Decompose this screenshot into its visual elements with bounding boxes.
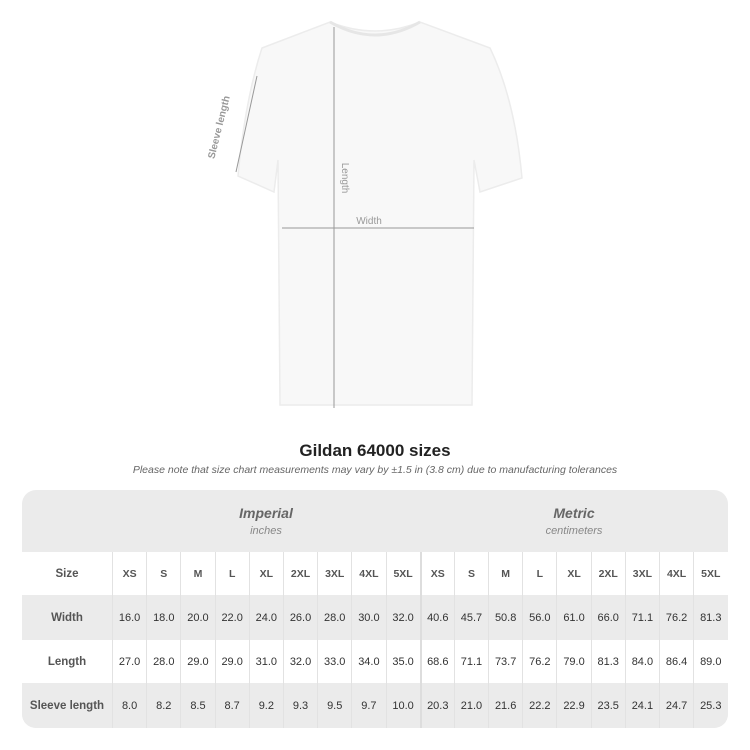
imperial-value-cell: 9.5	[317, 683, 351, 728]
size-header-cell: 2XL	[590, 552, 625, 595]
imperial-value-cell: 22.0	[214, 595, 249, 640]
imperial-value-cell: 8.2	[146, 683, 180, 728]
imperial-value-cell: 9.7	[351, 683, 385, 728]
table-row: Length 27.0 28.0 29.0 29.0 31.0 32.0 33.0 34.0 35…	[22, 640, 728, 683]
tshirt-diagram: Sleeve length Length Width	[206, 20, 523, 408]
metric-value-cell: 21.6	[488, 683, 522, 728]
imperial-title: Imperial	[239, 505, 293, 521]
imperial-value-cell: 10.0	[385, 683, 420, 728]
size-header-cell: S	[453, 552, 488, 595]
metric-value-cell: 84.0	[624, 640, 659, 683]
size-header-cell: 2XL	[282, 552, 317, 595]
imperial-value-cell: 32.0	[282, 640, 317, 683]
row-label: Sleeve length	[29, 699, 105, 712]
metric-value-cell: 76.2	[659, 595, 693, 640]
size-header-cell: S	[146, 552, 180, 595]
metric-value-cell: 24.7	[659, 683, 693, 728]
size-header-cell: XS	[419, 552, 454, 595]
metric-value-cell: 56.0	[522, 595, 556, 640]
size-header-cell: 3XL	[317, 552, 351, 595]
row-label: Width	[51, 611, 83, 624]
metric-value-cell: 81.3	[693, 595, 727, 640]
imperial-value-cell: 20.0	[180, 595, 214, 640]
metric-value-cell: 23.5	[590, 683, 625, 728]
metric-title: Metric	[553, 505, 595, 521]
metric-value-cell: 81.3	[590, 640, 625, 683]
imperial-value-cell: 29.0	[214, 640, 249, 683]
length-label: Length	[339, 163, 350, 194]
tolerance-note: Please note that size chart measurements…	[132, 464, 618, 476]
metric-value-cell: 66.0	[590, 595, 625, 640]
imperial-value-cell: 35.0	[385, 640, 420, 683]
metric-value-cell: 45.7	[453, 595, 488, 640]
imperial-value-cell: 26.0	[282, 595, 317, 640]
size-header-cell: XL	[556, 552, 590, 595]
metric-unit: centimeters	[545, 525, 603, 537]
imperial-value-cell: 30.0	[351, 595, 385, 640]
sleeve-label: Sleeve length	[206, 95, 232, 160]
size-header-cell: 4XL	[659, 552, 693, 595]
imperial-value-cell: 32.0	[385, 595, 420, 640]
chart-title: Gildan 64000 sizes	[299, 441, 451, 460]
metric-value-cell: 76.2	[522, 640, 556, 683]
size-header-cell: XS	[112, 552, 146, 595]
metric-value-cell: 50.8	[488, 595, 522, 640]
size-header-row: Size XS S M L XL 2XL 3XL 4XL 5XL XS S M L XL 2XL 3XL 4XL 5…	[22, 552, 728, 595]
table-row: Width 16.0 18.0 20.0 22.0 24.0 26.0 28.0 30.0 32.…	[22, 595, 728, 640]
imperial-value-cell: 27.0	[112, 640, 146, 683]
imperial-value-cell: 28.0	[146, 640, 180, 683]
size-header-cell: XL	[248, 552, 283, 595]
metric-header: Metric centimeters	[420, 490, 728, 552]
metric-value-cell: 68.6	[419, 640, 454, 683]
size-header-cell: L	[214, 552, 249, 595]
imperial-value-cell: 9.2	[248, 683, 283, 728]
imperial-value-cell: 16.0	[112, 595, 146, 640]
metric-value-cell: 40.6	[419, 595, 454, 640]
imperial-value-cell: 31.0	[248, 640, 283, 683]
imperial-value-cell: 24.0	[248, 595, 283, 640]
collar	[329, 20, 421, 37]
row-label: Size	[55, 567, 79, 580]
imperial-value-cell: 18.0	[146, 595, 180, 640]
metric-value-cell: 20.3	[419, 683, 454, 728]
imperial-header: Imperial inches	[112, 490, 420, 552]
size-header-cell: L	[522, 552, 556, 595]
metric-value-cell: 21.0	[453, 683, 488, 728]
imperial-value-cell: 29.0	[180, 640, 214, 683]
metric-value-cell: 22.9	[556, 683, 590, 728]
table-row: Sleeve length 8.0 8.2 8.5 8.7 9.2 9.3 9.5 9.7 10.…	[22, 683, 728, 728]
metric-value-cell: 71.1	[453, 640, 488, 683]
tshirt-shape	[237, 21, 523, 406]
imperial-value-cell: 33.0	[317, 640, 351, 683]
size-header-cell: M	[180, 552, 214, 595]
imperial-value-cell: 8.5	[180, 683, 214, 728]
metric-value-cell: 86.4	[659, 640, 693, 683]
row-label: Length	[47, 655, 87, 668]
size-header-cell: 5XL	[693, 552, 727, 595]
imperial-value-cell: 28.0	[317, 595, 351, 640]
imperial-unit: inches	[250, 525, 282, 537]
metric-value-cell: 79.0	[556, 640, 590, 683]
size-header-cell: 3XL	[624, 552, 659, 595]
metric-value-cell: 71.1	[624, 595, 659, 640]
size-header-cell: 5XL	[385, 552, 420, 595]
metric-value-cell: 61.0	[556, 595, 590, 640]
metric-value-cell: 24.1	[624, 683, 659, 728]
metric-value-cell: 25.3	[693, 683, 727, 728]
size-header-cell: 4XL	[351, 552, 385, 595]
imperial-value-cell: 34.0	[351, 640, 385, 683]
metric-value-cell: 89.0	[693, 640, 727, 683]
imperial-value-cell: 8.7	[214, 683, 249, 728]
width-label: Width	[356, 216, 382, 227]
size-header-cell: M	[488, 552, 522, 595]
imperial-value-cell: 8.0	[112, 683, 146, 728]
size-table: Imperial inches Metric centimeters Size X…	[22, 490, 728, 728]
sleeve-arrow	[235, 75, 258, 173]
metric-value-cell: 22.2	[522, 683, 556, 728]
imperial-value-cell: 9.3	[282, 683, 317, 728]
metric-value-cell: 73.7	[488, 640, 522, 683]
